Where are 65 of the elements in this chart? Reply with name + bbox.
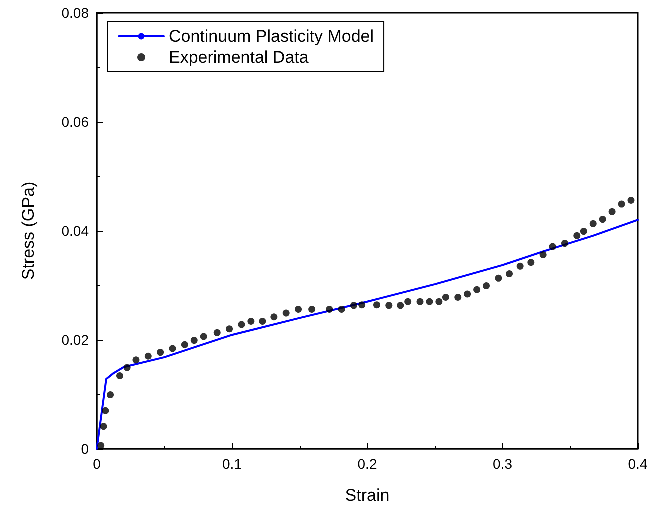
- x-tick-label: 0.1: [222, 456, 242, 472]
- x-axis-title: Strain: [345, 486, 390, 505]
- point: [540, 251, 547, 258]
- y-tick-label: 0.08: [62, 5, 90, 21]
- point: [474, 286, 481, 294]
- point: [116, 372, 124, 380]
- point: [326, 306, 334, 313]
- point: [282, 310, 290, 317]
- point: [238, 321, 246, 328]
- point: [483, 282, 490, 290]
- point: [442, 294, 450, 301]
- x-tick-label: 0: [93, 456, 102, 472]
- point: [124, 364, 131, 372]
- point: [169, 345, 176, 352]
- point: [580, 228, 588, 236]
- point: [608, 208, 616, 216]
- y-tick-label: 0: [81, 441, 90, 457]
- point: [549, 243, 556, 250]
- point: [338, 306, 346, 313]
- point: [506, 270, 514, 278]
- x-tick-label: 0.3: [493, 456, 513, 472]
- point: [599, 216, 606, 224]
- point: [495, 274, 502, 282]
- point: [102, 407, 110, 414]
- point: [628, 196, 635, 204]
- y-tick-label: 0.06: [62, 114, 90, 130]
- point: [350, 302, 358, 310]
- point: [574, 232, 581, 240]
- y-tick-label: 0.02: [62, 332, 90, 348]
- point: [259, 318, 266, 325]
- point: [226, 326, 234, 333]
- point: [436, 298, 443, 306]
- point: [308, 306, 316, 313]
- point: [528, 259, 535, 266]
- point: [590, 220, 597, 228]
- point: [270, 314, 278, 321]
- point: [144, 352, 152, 360]
- legend-label: Continuum Plasticity Model: [169, 27, 374, 46]
- point: [100, 423, 108, 430]
- point: [618, 200, 626, 208]
- point: [190, 337, 198, 344]
- point: [358, 302, 366, 309]
- x-tick-label: 0.2: [358, 456, 378, 472]
- point: [181, 341, 188, 348]
- legend-label: Experimental Data: [169, 48, 310, 67]
- point: [454, 294, 462, 301]
- y-tick-label: 0.04: [62, 223, 90, 239]
- point: [248, 318, 255, 325]
- point: [416, 298, 424, 306]
- point: [295, 306, 302, 313]
- x-tick-label: 0.4: [628, 456, 648, 472]
- point: [561, 240, 568, 248]
- point: [132, 356, 140, 364]
- point: [214, 329, 221, 336]
- point: [464, 290, 472, 298]
- point: [373, 302, 380, 309]
- point: [200, 333, 208, 340]
- point: [397, 302, 404, 310]
- point: [107, 392, 114, 399]
- point: [386, 302, 393, 310]
- y-axis-title: Stress (GPa): [19, 182, 38, 280]
- point: [426, 298, 434, 306]
- point: [516, 262, 524, 270]
- point: [404, 298, 412, 306]
- point: [157, 349, 164, 356]
